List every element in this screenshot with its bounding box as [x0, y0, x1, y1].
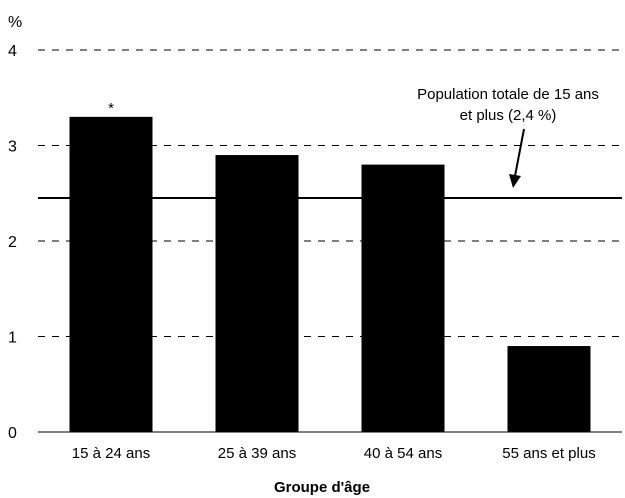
reference-annotation-line2: et plus (2,4 %): [460, 107, 557, 124]
bar: [215, 155, 299, 433]
x-tick-label: 55 ans et plus: [502, 445, 595, 462]
bar-markers: *: [108, 100, 114, 117]
y-axis-unit: %: [8, 14, 22, 31]
significance-marker: *: [108, 100, 114, 117]
reference-annotation-line1: Population totale de 15 ans: [417, 86, 599, 103]
bar: [69, 116, 153, 432]
bars: [69, 116, 591, 433]
annotation-arrow-head: [509, 174, 521, 188]
annotation-arrow-shaft: [514, 128, 525, 177]
y-tick-labels: 0 1 2 3 4: [8, 43, 17, 442]
y-tick-label: 3: [8, 139, 17, 156]
y-tick-label: 2: [8, 234, 17, 251]
y-tick-label: 4: [8, 43, 17, 60]
annotation-arrow: [509, 128, 525, 188]
x-tick-label: 15 à 24 ans: [72, 445, 150, 462]
x-tick-label: 25 à 39 ans: [218, 445, 296, 462]
y-tick-label: 0: [8, 425, 17, 442]
bar: [361, 164, 445, 432]
x-tick-label: 40 à 54 ans: [364, 445, 442, 462]
x-axis-title: Groupe d'âge: [274, 479, 370, 496]
y-tick-label: 1: [8, 330, 17, 347]
x-tick-labels: 15 à 24 ans 25 à 39 ans 40 à 54 ans 55 ans …: [72, 445, 596, 462]
bar: [507, 346, 591, 432]
